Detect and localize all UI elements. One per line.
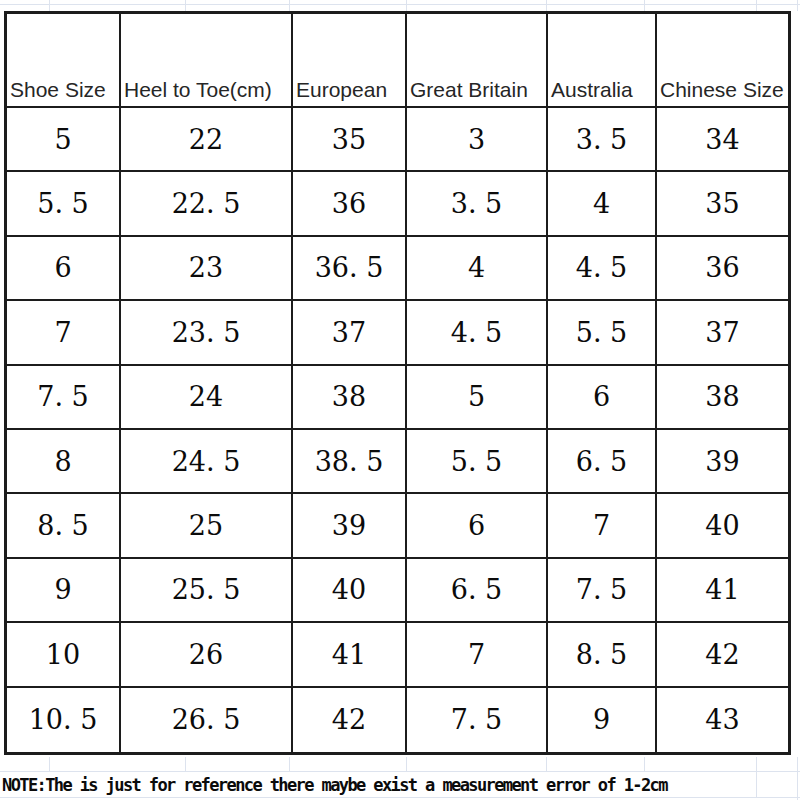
spreadsheet-gridline (644, 0, 645, 11)
cell: 6 (407, 494, 548, 558)
cell: 35 (657, 172, 788, 236)
spreadsheet-gridline (289, 0, 290, 11)
cell: 10. 5 (7, 688, 121, 752)
cell: 38. 5 (293, 430, 407, 494)
cell: 40 (293, 559, 407, 623)
cell: 40 (657, 494, 788, 558)
cell: 7. 5 (548, 559, 657, 623)
cell: 5. 5 (7, 172, 121, 236)
cell: 42 (293, 688, 407, 752)
cell: 23. 5 (121, 301, 293, 365)
cell: 24 (121, 366, 293, 430)
cell: 22 (121, 108, 293, 172)
spreadsheet-gridline (406, 0, 407, 11)
spreadsheet-gridline (185, 757, 186, 771)
spreadsheet-gridline (797, 0, 798, 11)
cell: 37 (657, 301, 788, 365)
spreadsheet-gridline (49, 757, 50, 771)
cell: 42 (657, 623, 788, 687)
column-header-european: European (293, 14, 407, 108)
cell: 5. 5 (548, 301, 657, 365)
cell: 4. 5 (548, 237, 657, 301)
column-header-great-britain: Great Britain (407, 14, 548, 108)
cell: 41 (293, 623, 407, 687)
spreadsheet-gridline (756, 0, 757, 11)
cell: 38 (293, 366, 407, 430)
spreadsheet-gridline (0, 4, 800, 5)
cell: 39 (293, 494, 407, 558)
cell: 3. 5 (407, 172, 548, 236)
cell: 5 (7, 108, 121, 172)
cell: 6. 5 (407, 559, 548, 623)
cell: 8. 5 (7, 494, 121, 558)
size-conversion-table: Shoe Size Heel to Toe(cm) European Great… (4, 11, 791, 755)
cell: 37 (293, 301, 407, 365)
cell: 7. 5 (7, 366, 121, 430)
cell: 39 (657, 430, 788, 494)
column-header-chinese-size: Chinese Size (657, 14, 788, 108)
cell: 36. 5 (293, 237, 407, 301)
cell: 35 (293, 108, 407, 172)
cell: 3 (407, 108, 548, 172)
cell: 10 (7, 623, 121, 687)
spreadsheet-screenshot: Shoe Size Heel to Toe(cm) European Great… (0, 0, 800, 800)
cell: 3. 5 (548, 108, 657, 172)
cell: 4. 5 (407, 301, 548, 365)
spreadsheet-gridline (289, 757, 290, 771)
cell: 43 (657, 688, 788, 752)
cell: 41 (657, 559, 788, 623)
cell: 8 (7, 430, 121, 494)
spreadsheet-gridline (546, 0, 547, 11)
spreadsheet-gridline (185, 0, 186, 11)
cell: 24. 5 (121, 430, 293, 494)
spreadsheet-gridline (49, 0, 50, 11)
cell: 34 (657, 108, 788, 172)
spreadsheet-gridline (644, 757, 645, 771)
cell: 36 (657, 237, 788, 301)
cell: 23 (121, 237, 293, 301)
cell: 9 (7, 559, 121, 623)
spreadsheet-gridline (797, 757, 798, 800)
cell: 26. 5 (121, 688, 293, 752)
cell: 4 (548, 172, 657, 236)
cell: 5 (407, 366, 548, 430)
cell: 22. 5 (121, 172, 293, 236)
cell: 6 (548, 366, 657, 430)
cell: 7. 5 (407, 688, 548, 752)
cell: 8. 5 (548, 623, 657, 687)
cell: 6 (7, 237, 121, 301)
cell: 25 (121, 494, 293, 558)
column-header-heel-to-toe: Heel to Toe(cm) (121, 14, 293, 108)
spreadsheet-gridline (0, 797, 800, 798)
cell: 7 (407, 623, 548, 687)
cell: 7 (7, 301, 121, 365)
cell: 36 (293, 172, 407, 236)
spreadsheet-gridline (546, 757, 547, 771)
measurement-note: NOTE:The is just for reference there may… (2, 772, 667, 797)
spreadsheet-gridline (406, 757, 407, 771)
spreadsheet-gridline (756, 757, 757, 797)
cell: 6. 5 (548, 430, 657, 494)
cell: 5. 5 (407, 430, 548, 494)
cell: 9 (548, 688, 657, 752)
column-header-australia: Australia (548, 14, 657, 108)
cell: 26 (121, 623, 293, 687)
cell: 38 (657, 366, 788, 430)
column-header-shoe-size: Shoe Size (7, 14, 121, 108)
cell: 25. 5 (121, 559, 293, 623)
cell: 4 (407, 237, 548, 301)
cell: 7 (548, 494, 657, 558)
